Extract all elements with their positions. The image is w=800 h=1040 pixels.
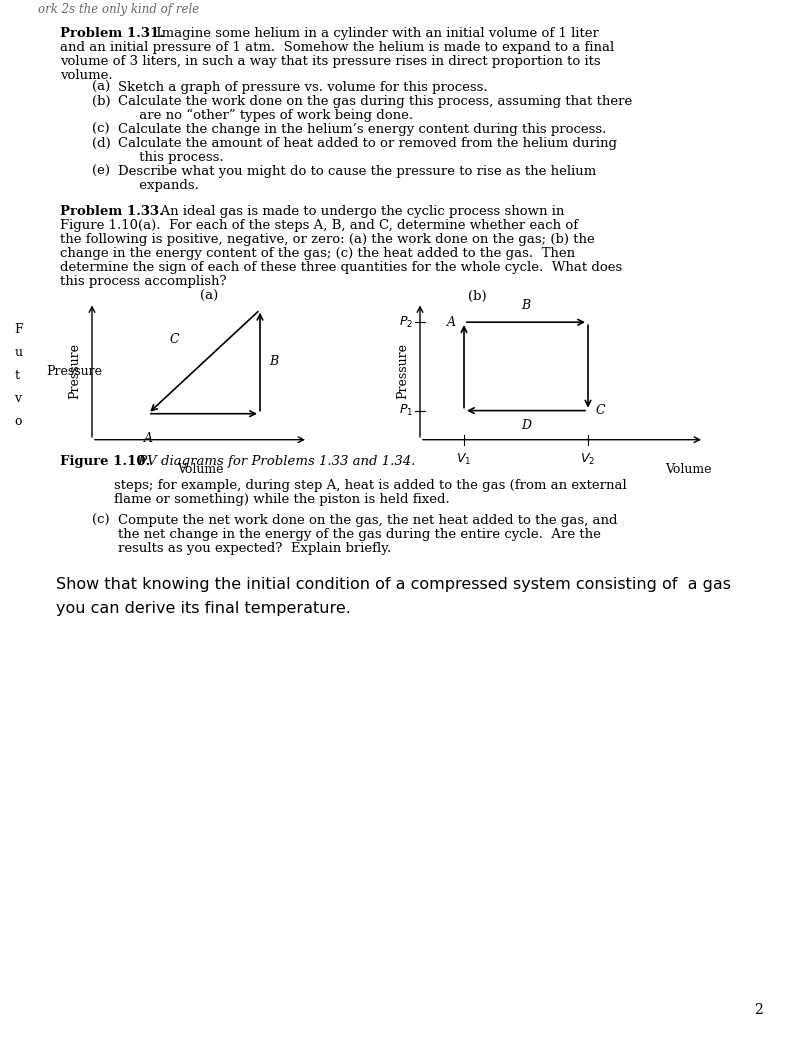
Text: v: v xyxy=(14,392,22,405)
Text: u: u xyxy=(14,346,22,359)
Text: the net change in the energy of the gas during the entire cycle.  Are the: the net change in the energy of the gas … xyxy=(118,528,602,541)
Text: Problem 1.31.: Problem 1.31. xyxy=(60,27,164,40)
Text: $P_1$: $P_1$ xyxy=(399,404,414,418)
Text: $V_2$: $V_2$ xyxy=(581,452,595,467)
Text: C: C xyxy=(596,405,606,417)
Text: B: B xyxy=(522,298,530,312)
Text: (c): (c) xyxy=(92,514,110,527)
Text: (c): (c) xyxy=(92,123,110,136)
Text: $P_2$: $P_2$ xyxy=(399,315,414,330)
Text: C: C xyxy=(170,333,179,346)
Text: (b): (b) xyxy=(92,96,110,108)
Text: expands.: expands. xyxy=(118,179,199,192)
Text: volume of 3 liters, in such a way that its pressure rises in direct proportion t: volume of 3 liters, in such a way that i… xyxy=(60,55,601,69)
Text: (e): (e) xyxy=(92,165,110,178)
Text: determine the sign of each of these three quantities for the whole cycle.  What : determine the sign of each of these thre… xyxy=(60,261,622,274)
Text: $V_1$: $V_1$ xyxy=(456,452,472,467)
Text: o: o xyxy=(14,415,22,427)
Text: Pressure: Pressure xyxy=(46,365,102,378)
Text: Calculate the amount of heat added to or removed from the helium during: Calculate the amount of heat added to or… xyxy=(118,137,618,150)
Text: D: D xyxy=(521,419,531,432)
Text: are no “other” types of work being done.: are no “other” types of work being done. xyxy=(118,109,414,123)
Text: the following is positive, negative, or zero: (a) the work done on the gas; (b) : the following is positive, negative, or … xyxy=(60,233,594,245)
Text: Describe what you might do to cause the pressure to rise as the helium: Describe what you might do to cause the … xyxy=(118,165,597,178)
Text: t: t xyxy=(14,369,19,382)
Text: Calculate the work done on the gas during this process, assuming that there: Calculate the work done on the gas durin… xyxy=(118,96,633,108)
Text: (a): (a) xyxy=(200,290,218,303)
Text: this process accomplish?: this process accomplish? xyxy=(60,275,226,288)
Text: Pressure: Pressure xyxy=(396,343,409,399)
Text: flame or something) while the piston is held fixed.: flame or something) while the piston is … xyxy=(114,493,450,506)
Text: A: A xyxy=(447,316,456,329)
Text: A: A xyxy=(143,433,153,445)
Text: Compute the net work done on the gas, the net heat added to the gas, and: Compute the net work done on the gas, th… xyxy=(118,514,618,527)
Text: Sketch a graph of pressure vs. volume for this process.: Sketch a graph of pressure vs. volume fo… xyxy=(118,81,488,95)
Text: An ideal gas is made to undergo the cyclic process shown in: An ideal gas is made to undergo the cycl… xyxy=(152,205,564,217)
Text: Imagine some helium in a cylinder with an initial volume of 1 liter: Imagine some helium in a cylinder with a… xyxy=(152,27,599,40)
Text: results as you expected?  Explain briefly.: results as you expected? Explain briefly… xyxy=(118,542,392,555)
Text: (b): (b) xyxy=(468,290,486,303)
Text: Volume: Volume xyxy=(665,463,711,475)
Text: 2: 2 xyxy=(754,1004,762,1017)
Text: you can derive its final temperature.: you can derive its final temperature. xyxy=(56,601,351,617)
Text: change in the energy content of the gas; (c) the heat added to the gas.  Then: change in the energy content of the gas;… xyxy=(60,246,575,260)
Text: Problem 1.33.: Problem 1.33. xyxy=(60,205,164,217)
Text: (a): (a) xyxy=(92,81,110,95)
Text: ork 2s the only kind of rele: ork 2s the only kind of rele xyxy=(38,3,199,16)
Text: Volume: Volume xyxy=(177,463,223,475)
Text: Calculate the change in the helium’s energy content during this process.: Calculate the change in the helium’s ene… xyxy=(118,123,606,136)
Text: this process.: this process. xyxy=(118,151,224,164)
Text: PV diagrams for Problems 1.33 and 1.34.: PV diagrams for Problems 1.33 and 1.34. xyxy=(134,456,415,468)
Text: Figure 1.10(a).  For each of the steps A, B, and C, determine whether each of: Figure 1.10(a). For each of the steps A,… xyxy=(60,218,578,232)
Text: volume.: volume. xyxy=(60,69,113,82)
Text: Figure 1.10.: Figure 1.10. xyxy=(60,456,150,468)
Text: steps; for example, during step A, heat is added to the gas (from an external: steps; for example, during step A, heat … xyxy=(114,479,627,492)
Text: Pressure: Pressure xyxy=(68,343,81,399)
Text: and an initial pressure of 1 atm.  Somehow the helium is made to expand to a fin: and an initial pressure of 1 atm. Someho… xyxy=(60,41,614,54)
Text: B: B xyxy=(270,356,278,368)
Text: (d): (d) xyxy=(92,137,110,150)
Text: F: F xyxy=(14,323,23,336)
Text: Show that knowing the initial condition of a compressed system consisting of  a : Show that knowing the initial condition … xyxy=(56,577,731,593)
